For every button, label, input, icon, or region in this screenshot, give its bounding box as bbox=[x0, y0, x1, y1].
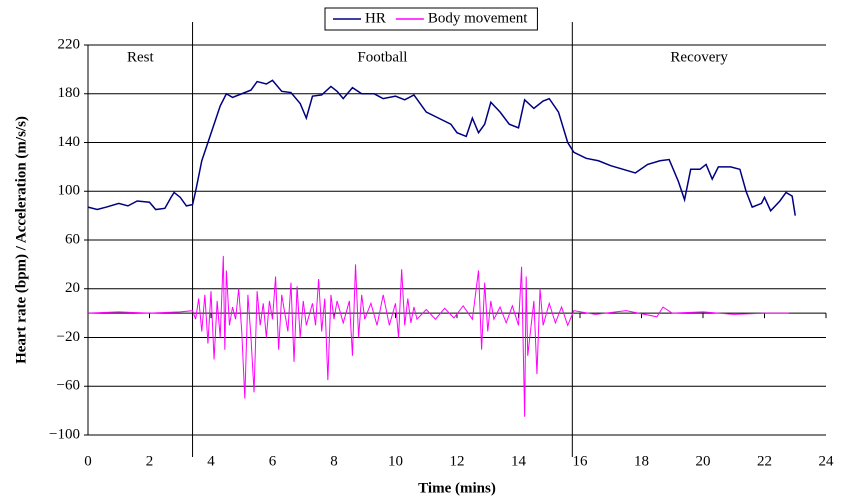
x-tick-label: 22 bbox=[757, 453, 772, 469]
y-tick-label: 20 bbox=[65, 280, 80, 296]
x-tick-label: 20 bbox=[696, 453, 711, 469]
y-axis-label: Heart rate (bpm) / Acceleration (m/s/s) bbox=[13, 116, 29, 364]
x-tick-label: 14 bbox=[511, 453, 527, 469]
x-tick-label: 12 bbox=[450, 453, 465, 469]
y-tick-label: 220 bbox=[58, 36, 81, 52]
x-tick-label: 16 bbox=[573, 453, 589, 469]
y-tick-label: 60 bbox=[65, 231, 80, 247]
phase-label: Recovery bbox=[670, 49, 728, 65]
x-tick-label: 0 bbox=[84, 453, 92, 469]
y-tick-label: −100 bbox=[49, 426, 80, 442]
legend-label: Body movement bbox=[428, 10, 528, 26]
x-tick-label: 10 bbox=[388, 453, 403, 469]
phase-label: Football bbox=[357, 49, 407, 65]
x-tick-label: 4 bbox=[207, 453, 215, 469]
x-tick-label: 6 bbox=[269, 453, 277, 469]
legend-box bbox=[324, 7, 538, 31]
y-tick-label: 180 bbox=[58, 85, 81, 101]
x-tick-label: 8 bbox=[330, 453, 338, 469]
series-line bbox=[87, 79, 796, 216]
y-tick-label: 100 bbox=[58, 183, 81, 199]
y-tick-label: 140 bbox=[58, 134, 81, 150]
x-tick-label: 24 bbox=[819, 453, 835, 469]
phase-label: Rest bbox=[127, 49, 155, 65]
y-tick-label: −20 bbox=[57, 329, 80, 345]
y-tick-label: −60 bbox=[57, 378, 80, 394]
x-axis-label: Time (mins) bbox=[418, 480, 496, 496]
x-tick-label: 18 bbox=[634, 453, 649, 469]
legend-label: HR bbox=[365, 10, 386, 26]
x-tick-label: 2 bbox=[146, 453, 154, 469]
series-line bbox=[87, 255, 790, 417]
